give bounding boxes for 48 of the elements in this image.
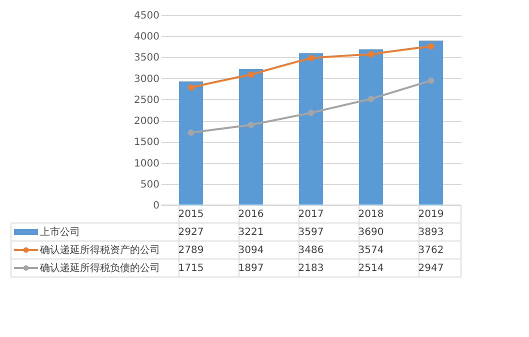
data-label: 3486 bbox=[298, 245, 324, 256]
x-tick-label: 2019 bbox=[418, 209, 444, 220]
data-label: 2947 bbox=[418, 263, 444, 274]
legend-label: 确认递延所得税负债的公司 bbox=[39, 262, 160, 274]
x-tick-label: 2015 bbox=[178, 209, 204, 220]
y-tick-label: 2000 bbox=[134, 116, 160, 128]
data-label: 3221 bbox=[238, 227, 264, 238]
point bbox=[368, 96, 374, 102]
data-label: 2927 bbox=[178, 227, 204, 238]
bar bbox=[299, 53, 323, 205]
point bbox=[368, 50, 374, 58]
y-tick-label: 4500 bbox=[134, 10, 160, 22]
data-label: 2514 bbox=[358, 263, 384, 274]
data-label: 3094 bbox=[238, 245, 264, 256]
x-tick-label: 2018 bbox=[358, 209, 384, 220]
legend-label: 上市公司 bbox=[40, 226, 80, 238]
bar bbox=[179, 81, 203, 205]
y-tick-label: 1500 bbox=[134, 137, 160, 148]
point bbox=[188, 84, 194, 90]
data-label: 3893 bbox=[418, 227, 444, 238]
data-label: 2789 bbox=[178, 245, 204, 256]
point bbox=[248, 71, 254, 78]
x-tick-label: 2017 bbox=[298, 209, 324, 220]
bar bbox=[419, 40, 443, 205]
point bbox=[248, 122, 254, 128]
bar bbox=[239, 69, 263, 205]
y-tick-label: 3000 bbox=[134, 74, 160, 85]
data-label: 3762 bbox=[418, 245, 444, 256]
y-tick-label: 1000 bbox=[134, 158, 160, 170]
point bbox=[428, 77, 434, 84]
y-tick-label: 2500 bbox=[134, 94, 160, 106]
data-label: 1715 bbox=[178, 263, 204, 274]
bar bbox=[359, 49, 383, 205]
y-tick-label: 0 bbox=[153, 200, 160, 212]
data-label: 3690 bbox=[358, 227, 384, 238]
data-label: 3574 bbox=[358, 245, 384, 256]
legend-label: 确认递延所得税资产的公司 bbox=[39, 244, 160, 256]
y-tick-label: 500 bbox=[140, 179, 160, 190]
data-label: 3597 bbox=[298, 227, 324, 238]
y-tick-label: 3500 bbox=[134, 52, 160, 64]
point bbox=[308, 54, 314, 61]
data-label: 1897 bbox=[238, 263, 264, 274]
point bbox=[308, 110, 314, 116]
y-tick-label: 4000 bbox=[134, 32, 160, 43]
point bbox=[188, 129, 194, 136]
point bbox=[428, 43, 434, 50]
data-label: 2183 bbox=[298, 263, 324, 274]
x-tick-label: 2016 bbox=[238, 209, 264, 220]
